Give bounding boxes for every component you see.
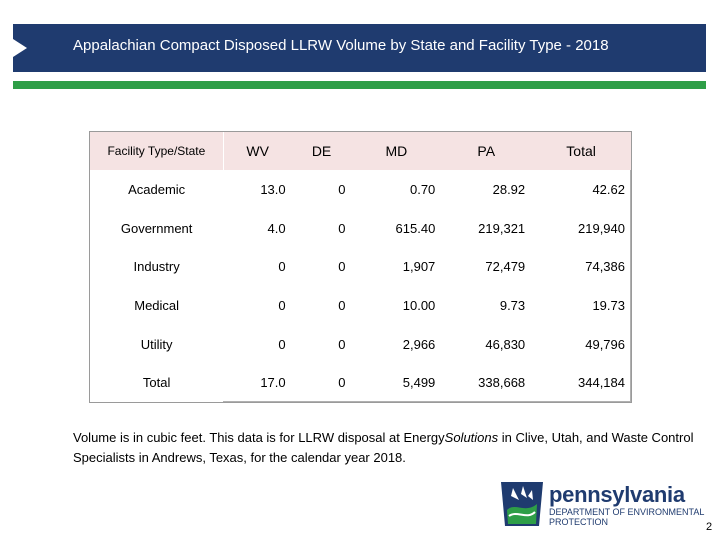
title-arrow-icon <box>13 39 27 57</box>
table-row-academic: Academic 13.0 0 0.70 28.92 42.62 <box>90 170 631 209</box>
cell-md: 1,907 <box>402 259 436 275</box>
row-label: Industry <box>90 247 224 287</box>
cell-total: 219,940 <box>578 220 625 236</box>
table-row-total: Total 17.0 0 5,499 338,668 344,184 <box>90 363 631 403</box>
cell-pa: 338,668 <box>478 375 526 391</box>
cell-total: 42.62 <box>592 181 625 197</box>
column-header-facility-type: Facility Type/State <box>90 132 224 170</box>
cell-de: 0 <box>338 336 346 352</box>
logo-dept-line1: DEPARTMENT OF ENVIRONMENTAL <box>549 507 705 517</box>
footnote: Volume is in cubic feet. This data is fo… <box>73 428 703 468</box>
cell-wv: 0 <box>278 259 286 275</box>
cell-md: 615.40 <box>395 220 436 236</box>
table-row-industry: Industry 0 0 1,907 72,479 74,386 <box>90 247 631 287</box>
cell-md: 5,499 <box>402 375 436 391</box>
cell-de: 0 <box>338 259 346 275</box>
cell-pa: 219,321 <box>478 220 526 236</box>
table-row-medical: Medical 0 0 10.00 9.73 19.73 <box>90 286 631 325</box>
cell-md: 0.70 <box>409 181 436 197</box>
cell-pa: 9.73 <box>499 297 526 313</box>
logo-dept: DEPARTMENT OF ENVIRONMENTAL PROTECTION <box>549 507 704 527</box>
cell-total: 49,796 <box>585 336 625 352</box>
cell-wv: 17.0 <box>260 375 286 391</box>
row-label: Utility <box>90 324 224 364</box>
page-number: 2 <box>706 521 713 533</box>
column-header-wv: WV <box>223 132 292 170</box>
llrw-volume-table: Facility Type/State WV DE MD PA Total Ac… <box>89 130 632 404</box>
page-title: Appalachian Compact Disposed LLRW Volume… <box>73 37 609 54</box>
cell-total: 344,184 <box>578 375 625 391</box>
pa-dep-logo: pennsylvania DEPARTMENT OF ENVIRONMENTAL… <box>499 480 704 530</box>
row-label: Academic <box>90 170 224 209</box>
cell-de: 0 <box>338 181 346 197</box>
logo-name: pennsylvania <box>549 482 685 507</box>
title-bar: Appalachian Compact Disposed LLRW Volume… <box>13 24 706 72</box>
table-row-utility: Utility 0 0 2,966 46,830 49,796 <box>90 324 631 364</box>
cell-md: 10.00 <box>402 297 436 313</box>
cell-pa: 72,479 <box>485 259 526 275</box>
cell-pa: 46,830 <box>485 336 526 352</box>
cell-de: 0 <box>338 297 346 313</box>
cell-wv: 13.0 <box>260 181 286 197</box>
keystone-icon <box>501 482 543 526</box>
column-header-total: Total <box>531 132 631 170</box>
column-header-de: DE <box>291 132 352 170</box>
column-header-pa: PA <box>441 132 532 170</box>
footnote-text: Volume is in cubic feet. This data is fo… <box>73 430 445 445</box>
cell-de: 0 <box>338 375 346 391</box>
footnote-italic: Solutions <box>444 430 499 445</box>
cell-de: 0 <box>338 220 346 236</box>
cell-total: 74,386 <box>585 259 625 275</box>
cell-wv: 0 <box>278 336 286 352</box>
cell-md: 2,966 <box>402 336 436 352</box>
cell-pa: 28.92 <box>492 181 526 197</box>
green-divider <box>13 81 706 89</box>
row-label: Medical <box>90 286 224 325</box>
footnote-text-cont: in Clive, Utah, and Waste Control Specia… <box>73 430 694 465</box>
logo-dept-line2: PROTECTION <box>549 517 609 527</box>
cell-wv: 0 <box>278 297 286 313</box>
table-header-row: Facility Type/State WV DE MD PA Total <box>90 132 631 170</box>
table-row-government: Government 4.0 0 615.40 219,321 219,940 <box>90 208 631 248</box>
column-header-md: MD <box>351 132 442 170</box>
row-label: Government <box>90 208 224 248</box>
row-label: Total <box>90 363 224 403</box>
cell-total: 19.73 <box>592 297 625 313</box>
cell-wv: 4.0 <box>267 220 286 236</box>
